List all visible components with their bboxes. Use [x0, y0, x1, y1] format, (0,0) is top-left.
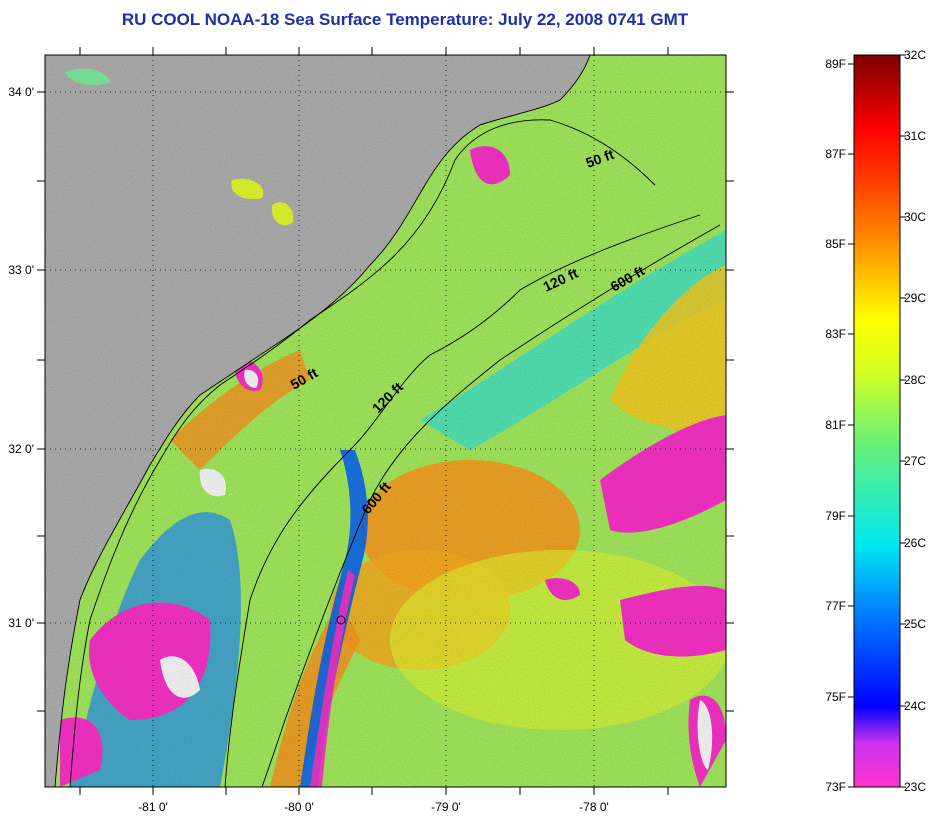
colorbar-f-81: 81F — [825, 418, 846, 432]
colorbar — [853, 54, 901, 788]
colorbar-c-31: 31C — [904, 129, 926, 143]
lon-tick-81: -81 0' — [138, 800, 168, 814]
colorbar-f-89: 89F — [825, 57, 846, 71]
sst-texture — [45, 55, 726, 787]
lon-tick-78: -78 0' — [579, 800, 609, 814]
colorbar-f-83: 83F — [825, 327, 846, 341]
lat-tick-32: 32 0' — [8, 442, 34, 456]
colorbar-c-26: 26C — [904, 536, 926, 550]
colorbar-ticks — [848, 54, 906, 788]
isobath-120ft — [224, 214, 701, 787]
colorbar-c-25: 25C — [904, 617, 926, 631]
colorbar-c-24: 24C — [904, 699, 926, 713]
lat-tick-34: 34 0' — [8, 85, 34, 99]
map-plot-area: 50 ft 50 ft 120 ft 120 ft 600 ft 600 ft — [45, 55, 726, 787]
coastline — [54, 55, 591, 787]
isobath-lines — [54, 55, 721, 787]
isobath-50ft — [69, 119, 656, 787]
buoy-marker — [336, 615, 346, 625]
colorbar-f-73: 73F — [825, 780, 846, 794]
isobath-600ft — [261, 224, 721, 787]
lat-tick-33: 33 0' — [8, 263, 34, 277]
colorbar-f-85: 85F — [825, 237, 846, 251]
axis-ticks — [37, 47, 734, 795]
map-frame — [44, 54, 727, 788]
colorbar-c-32: 32C — [904, 48, 926, 62]
colorbar-c-28: 28C — [904, 373, 926, 387]
colorbar-c-30: 30C — [904, 210, 926, 224]
colorbar-c-29: 29C — [904, 291, 926, 305]
colorbar-f-79: 79F — [825, 509, 846, 523]
graticule — [45, 55, 726, 787]
colorbar-f-87: 87F — [825, 147, 846, 161]
colorbar-f-75: 75F — [825, 690, 846, 704]
map-title: RU COOL NOAA-18 Sea Surface Temperature:… — [121, 10, 689, 29]
colorbar-c-27: 27C — [904, 454, 926, 468]
lat-tick-31: 31 0' — [8, 616, 34, 630]
lon-tick-80: -80 0' — [284, 800, 314, 814]
colorbar-f-77: 77F — [825, 599, 846, 613]
lon-tick-79: -79 0' — [431, 800, 461, 814]
colorbar-c-23: 23C — [904, 780, 926, 794]
